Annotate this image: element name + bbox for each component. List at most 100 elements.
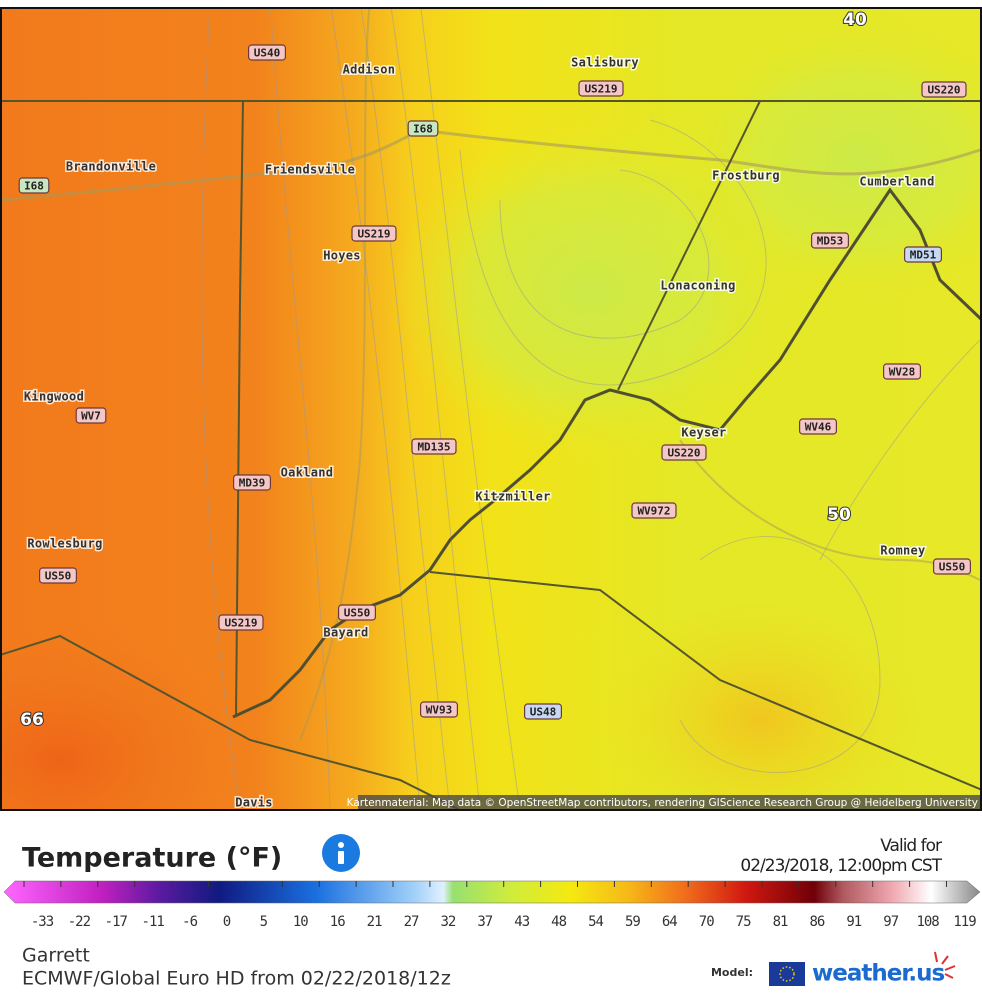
road-shield [882,363,921,380]
scale-tick-label: 43 [514,914,529,930]
road-shield [578,80,624,97]
contour-label: 50 [827,505,851,525]
scale-tick-label: -6 [182,914,197,930]
road-shield [75,407,107,424]
road-shield [420,701,459,718]
scale-tick-label: 21 [367,914,382,930]
road-label: WV93 [426,704,453,717]
valid-time: 02/23/2018, 12:00pm CST [740,856,942,876]
isotherms [201,8,981,810]
place-label: Frostburg [712,169,780,183]
place-label: Romney [880,544,925,558]
road-shield [932,558,971,575]
scale-tick-label: 59 [625,914,640,930]
road-label: I68 [24,180,44,193]
road-shield [921,81,967,98]
road-label: US40 [254,47,281,60]
scale-tick-label: 54 [588,914,603,930]
model-run: ECMWF/Global Euro HD from 02/22/2018/12z [22,968,451,990]
scale-tick-label: 86 [809,914,824,930]
brand: weather.us [812,961,945,987]
scale-tick-label: 37 [477,914,492,930]
road-shield [18,177,50,194]
scale-tick-label: 70 [699,914,714,930]
contour-label: 66 [20,710,44,730]
location: Garrett [22,945,90,967]
scale-tick-label: -22 [68,914,91,930]
road-shield [411,438,457,455]
place-label: Kitzmiller [475,490,550,504]
attribution-bg [358,795,982,810]
road-shield [631,502,677,519]
road-shield [810,232,849,249]
scale-tick-label: 5 [260,914,268,930]
cool-area [680,20,982,300]
brand-logo[interactable]: weather.us [769,951,956,987]
place-label: Addison [343,63,396,77]
place-label: Keyser [681,426,726,440]
place-label: Bayard [323,626,368,640]
road-label: WV28 [889,366,916,379]
road-shield [218,614,264,631]
scale-tick-label: 108 [916,914,939,930]
map: Addison Salisbury Brandonville Friendsville… [2,8,982,810]
scale-tick-label: 16 [330,914,345,930]
road-shield [903,246,942,263]
road-label: US219 [224,617,257,630]
road-label: I68 [413,123,433,136]
road-shield [248,44,287,61]
road-shield [338,604,377,621]
road-label: US219 [584,83,617,96]
scale-tick-label: 119 [953,914,976,930]
map-frame [0,7,982,811]
place-label: Friendsville [265,163,355,177]
road-label: MD53 [817,235,844,248]
place-label: Hoyes [323,249,361,263]
road-label: US219 [357,228,390,241]
road-label: US50 [344,607,371,620]
place-label: Salisbury [571,56,639,70]
road-label: WV7 [81,410,101,423]
road-label: MD39 [239,477,266,490]
road-label: US220 [927,84,960,97]
scale-tick-label: 81 [773,914,788,930]
boundaries [2,100,982,810]
place-label: Lonaconing [660,279,735,293]
road-shield [661,444,707,461]
scale-tick-label: 64 [662,914,677,930]
valid-label: Valid for [880,836,942,856]
place-label: Rowlesburg [27,537,102,551]
road-label: MD51 [910,249,937,262]
road-shield [523,703,562,720]
place-label: Davis [235,796,273,810]
place-label: Kingwood [24,390,84,404]
road-label: MD135 [417,441,450,454]
place-label: Cumberland [859,175,934,189]
scale-tick-label: 97 [883,914,898,930]
scale-tick-label: 27 [404,914,419,930]
hot-area [2,620,260,810]
scale-tick-label: 10 [293,914,308,930]
road-shield [351,225,397,242]
scale-tick-label: 48 [551,914,566,930]
road-shield [407,120,439,137]
road-shield [233,474,272,491]
legend-title: Temperature (°F) [22,843,282,874]
road-label: US50 [45,570,72,583]
road-label: WV46 [805,421,832,434]
road-label: WV972 [637,505,670,518]
road-label: US48 [530,706,557,719]
scale-tick-label: 32 [440,914,455,930]
color-scale [3,880,981,904]
scale-tick-label: 75 [736,914,751,930]
scale-tick-label: -17 [105,914,128,930]
place-label: Brandonville [66,160,156,174]
attribution: Kartenmaterial: Map data © OpenStreetMap… [347,797,978,809]
road-shield [798,418,837,435]
info-icon[interactable] [322,834,360,872]
scale-tick-label: 0 [223,914,231,930]
road-label: US220 [667,447,700,460]
model-label: Model: [711,966,753,979]
place-label: Oakland [281,466,334,480]
